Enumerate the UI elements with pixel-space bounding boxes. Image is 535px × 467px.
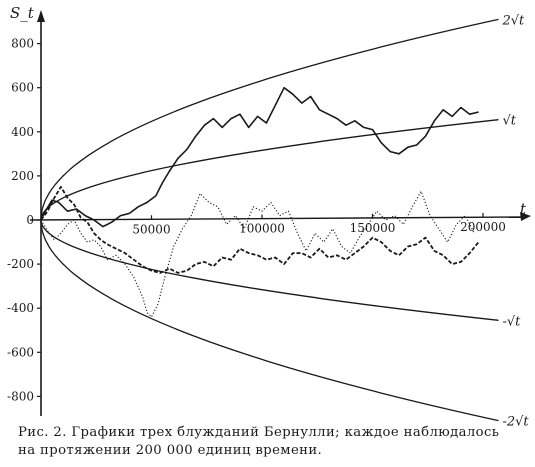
x-tick-label: 50000	[132, 222, 170, 236]
walk-series-line	[40, 186, 480, 274]
figure-caption: Рис. 2. Графики трех блужданий Бернулли;…	[18, 425, 500, 458]
envelope-curve	[40, 220, 499, 321]
y-tick-label: -800	[7, 389, 34, 403]
envelope-curve	[40, 119, 499, 220]
y-tick-label: 200	[11, 169, 34, 183]
x-tick-label: 100000	[239, 222, 285, 236]
envelope-label: -2√t	[502, 415, 529, 430]
envelope-curve	[40, 220, 499, 422]
envelope-label: 2√t	[501, 13, 525, 28]
x-tick-label: 200000	[460, 220, 506, 234]
envelope-label: √t	[502, 114, 516, 129]
y-tick-label: -600	[7, 345, 34, 359]
y-axis-arrow-icon	[37, 10, 45, 22]
envelope-curve	[40, 18, 499, 220]
x-tick-label: 150000	[350, 221, 396, 235]
walk-series	[40, 86, 480, 318]
x-axis-label: t	[520, 200, 527, 218]
y-tick-label: -200	[7, 257, 34, 271]
walk-series-line	[40, 86, 479, 228]
x-axis-line	[29, 216, 527, 221]
y-tick-label: 400	[11, 125, 34, 139]
y-tick-label: 0	[26, 213, 34, 227]
y-tick-label: 800	[11, 37, 34, 51]
ticks: 800 600 400 200 0 -200 -400 -600 -800 50000 100000…	[7, 37, 506, 404]
y-tick-label: 600	[11, 81, 34, 95]
y-tick-label: -400	[7, 301, 34, 315]
y-axis-label: S_t	[10, 4, 35, 22]
walk-series-line	[40, 190, 475, 318]
envelope-label: -√t	[502, 314, 521, 329]
x-axis-arrow-icon	[520, 212, 531, 221]
axes	[29, 10, 531, 416]
envelope-curves: 2√t √t -√t -2√t	[40, 13, 529, 430]
